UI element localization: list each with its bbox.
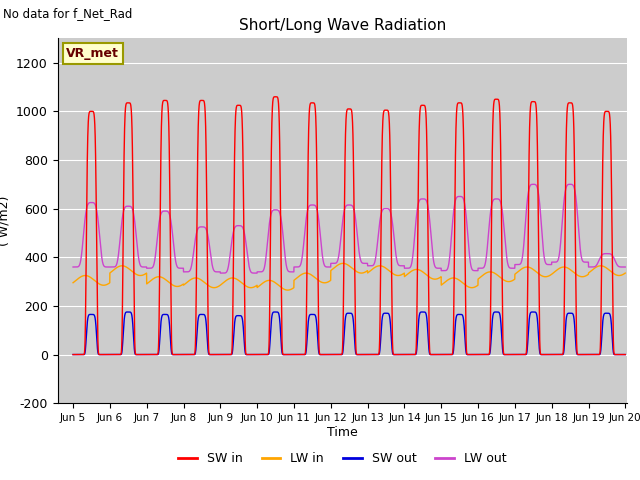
LW out xyxy=(69,264,77,270)
SW out xyxy=(168,352,176,358)
LW in xyxy=(504,279,512,285)
SW out xyxy=(621,352,628,358)
SW out xyxy=(69,352,77,358)
SW out xyxy=(473,352,481,358)
SW in xyxy=(442,352,450,358)
Y-axis label: ( W/m2): ( W/m2) xyxy=(0,196,10,246)
SW out xyxy=(504,352,512,358)
LW in xyxy=(284,287,292,293)
LW out xyxy=(621,264,628,270)
SW out xyxy=(442,352,450,358)
LW out xyxy=(329,261,337,266)
LW in xyxy=(329,266,337,272)
SW in xyxy=(504,352,512,358)
Text: No data for f_Net_Rad: No data for f_Net_Rad xyxy=(3,7,132,20)
LW out xyxy=(473,268,481,274)
Line: SW out: SW out xyxy=(73,312,625,355)
LW in xyxy=(443,278,451,284)
LW in xyxy=(621,271,628,276)
SW out xyxy=(621,352,629,358)
LW out xyxy=(168,229,176,235)
LW out xyxy=(529,181,537,187)
SW out xyxy=(124,309,132,315)
LW in xyxy=(69,280,77,286)
SW in xyxy=(69,352,77,358)
SW in xyxy=(329,352,337,358)
Line: SW in: SW in xyxy=(73,97,625,355)
LW in xyxy=(473,283,481,289)
SW out xyxy=(329,352,337,358)
Title: Short/Long Wave Radiation: Short/Long Wave Radiation xyxy=(239,18,446,33)
LW out xyxy=(442,267,450,273)
SW in xyxy=(621,352,628,358)
SW in xyxy=(168,351,176,357)
SW in xyxy=(621,352,629,358)
X-axis label: Time: Time xyxy=(327,426,358,439)
LW out xyxy=(216,270,224,276)
Line: LW in: LW in xyxy=(73,264,625,290)
Line: LW out: LW out xyxy=(73,184,625,273)
LW in xyxy=(339,261,347,266)
LW out xyxy=(621,264,629,270)
LW in xyxy=(621,270,629,276)
LW out xyxy=(504,263,512,268)
LW in xyxy=(168,282,176,288)
SW in xyxy=(473,352,481,358)
Legend: SW in, LW in, SW out, LW out: SW in, LW in, SW out, LW out xyxy=(173,447,511,470)
SW in xyxy=(272,94,280,100)
